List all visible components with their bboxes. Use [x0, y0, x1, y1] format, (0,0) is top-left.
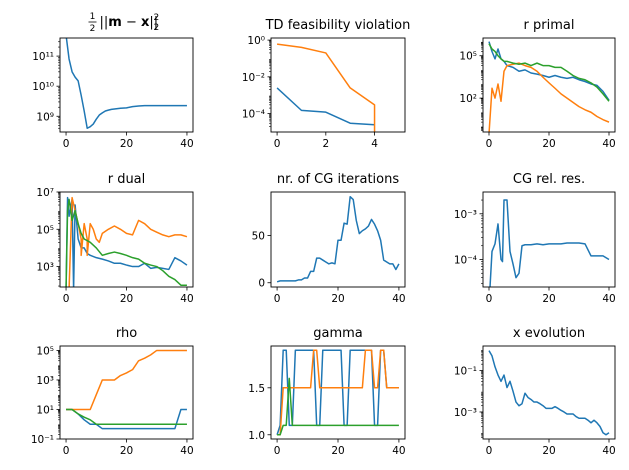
y-tick-label: 10⁹ [36, 111, 54, 123]
x-tick-label: 20 [120, 293, 133, 305]
y-tick-label: 10⁷ [36, 187, 54, 199]
series-line-3 [277, 377, 399, 436]
subplot-5: 0 20 40 0 50 nr. of CG iterations [252, 172, 406, 305]
x-tick-label: 40 [180, 138, 193, 150]
subplot-title: gamma [313, 326, 363, 341]
x-tick-label: 20 [120, 138, 133, 150]
series-line-2 [66, 349, 187, 411]
x-tick-label: 20 [542, 293, 555, 305]
x-tick-label: 0 [274, 293, 281, 305]
y-tick-label: 10³ [36, 262, 54, 274]
x-tick-label: 2 [322, 138, 329, 150]
subplot-6: 0 20 40 10⁻⁴ 10⁻³ CG rel. res. [454, 172, 616, 305]
series-line-3 [66, 408, 187, 425]
x-tick-label: 0 [486, 138, 493, 150]
y-tick-label: 10⁵ [36, 345, 54, 357]
svg-text:2: 2 [154, 13, 160, 23]
x-tick-label: 0 [63, 138, 70, 150]
subplot-title: nr. of CG iterations [277, 172, 400, 187]
series-line-1 [276, 195, 400, 283]
y-tick-label: 10¹⁰ [32, 81, 54, 93]
axes-frame [482, 345, 616, 440]
x-tick-label: 0 [486, 445, 493, 457]
x-tick-label: 0 [274, 138, 281, 150]
series-line-1 [489, 199, 610, 287]
y-tick-label: 1.5 [248, 383, 265, 395]
y-tick-label: 50 [252, 230, 265, 242]
x-tick-label: 0 [63, 445, 70, 457]
x-tick-label: 40 [392, 293, 405, 305]
subplot-7: 0 20 40 10⁻¹ 10¹ 10³ 10⁵ rho [31, 326, 194, 457]
series-line-1 [65, 196, 188, 287]
x-tick-label: 20 [331, 293, 344, 305]
svg-text:2: 2 [154, 23, 160, 33]
series-line-2 [488, 62, 610, 132]
svg-text:||m − x||: ||m − x|| [100, 15, 159, 30]
x-tick-label: 0 [486, 293, 493, 305]
axes-frame [59, 191, 194, 288]
subplot-9: 0 20 40 10⁻³ 10⁻¹ x evolution [454, 326, 616, 457]
y-tick-label: 10⁵ [36, 224, 54, 236]
y-tick-label: 10⁵ [459, 51, 477, 63]
subplot-8: 0 20 40 1.0 1.5 gamma [248, 326, 405, 457]
subplot-title: r dual [108, 172, 146, 187]
x-tick-label: 40 [392, 445, 405, 457]
subplot-title: CG rel. res. [513, 172, 585, 187]
series-line-3 [488, 43, 610, 102]
axes-frame [59, 37, 194, 133]
x-tick-label: 40 [180, 293, 193, 305]
y-tick-label: 10⁻⁴ [242, 109, 265, 121]
svg-text:1: 1 [90, 12, 96, 22]
y-tick-label: 1.0 [248, 430, 265, 442]
subplot-4: 0 20 40 10³ 10⁵ 10⁷ r dual [36, 172, 193, 305]
x-tick-label: 40 [602, 445, 615, 457]
y-tick-label: 10² [459, 93, 477, 105]
y-tick-label: 0 [258, 278, 265, 290]
x-tick-label: 20 [331, 445, 344, 457]
series-line-1 [276, 87, 375, 126]
y-tick-label: 10³ [36, 375, 54, 387]
y-tick-label: 10⁻³ [454, 407, 477, 419]
subplot-title: 12 ||m − x||22 [88, 12, 160, 34]
series-line-2 [276, 43, 376, 132]
x-tick-label: 0 [63, 293, 70, 305]
series-line-1 [66, 408, 187, 430]
y-tick-label: 10⁻¹ [454, 365, 477, 377]
y-tick-label: 10⁰ [247, 35, 265, 47]
series-line-1 [276, 349, 399, 436]
series-line-1 [488, 41, 610, 101]
subplot-title: x evolution [513, 326, 585, 341]
svg-text:2: 2 [90, 24, 96, 34]
x-tick-label: 4 [371, 138, 378, 150]
y-tick-label: 10⁻² [242, 72, 265, 84]
subplot-title: rho [116, 326, 137, 341]
x-tick-label: 20 [542, 445, 555, 457]
y-tick-label: 10¹¹ [32, 51, 54, 63]
x-tick-label: 40 [602, 293, 615, 305]
series-line-2 [277, 349, 399, 436]
axes-frame [59, 345, 194, 440]
y-tick-label: 10⁻⁴ [454, 254, 477, 266]
series-line-1 [488, 350, 610, 436]
x-tick-label: 20 [120, 445, 133, 457]
axes-frame [270, 37, 406, 133]
series-line-2 [68, 196, 188, 287]
x-tick-label: 20 [542, 138, 555, 150]
series-line-3 [65, 198, 187, 287]
y-tick-label: 10⁻¹ [31, 434, 54, 446]
subplot-title: r primal [524, 18, 575, 33]
subplot-title: TD feasibility violation [265, 18, 411, 33]
series-line-1 [65, 38, 187, 129]
x-tick-label: 0 [274, 445, 281, 457]
subplot-3: 0 20 40 10² 10⁵ r primal [459, 18, 615, 150]
x-tick-label: 40 [180, 445, 193, 457]
y-tick-label: 10⁻³ [454, 209, 477, 221]
x-tick-label: 40 [602, 138, 615, 150]
y-tick-label: 10¹ [36, 404, 54, 416]
